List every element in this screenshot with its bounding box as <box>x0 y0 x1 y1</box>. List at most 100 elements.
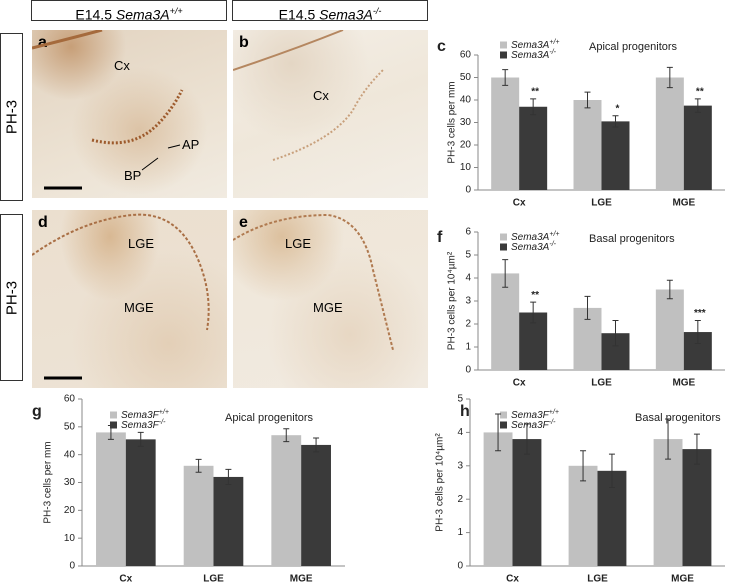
region-label: LGE <box>128 236 155 251</box>
overlay <box>32 213 210 380</box>
error-bar <box>612 320 619 347</box>
panel-label: e <box>239 214 248 231</box>
legend-label: Sema3F+/+ <box>511 409 559 421</box>
row-label-box: PH-3 <box>0 214 23 381</box>
annotation: Apical progenitors <box>225 412 314 424</box>
legend-swatch <box>500 233 507 241</box>
legend-label: Sema3F-/- <box>511 419 556 431</box>
legend-swatch <box>500 51 507 59</box>
panel-label: a <box>38 34 47 51</box>
error-bar <box>612 115 619 128</box>
legend-label: Sema3F-/- <box>121 419 166 431</box>
bar <box>519 106 548 190</box>
error-bar <box>225 468 232 485</box>
y-tick-label: 0 <box>465 185 471 196</box>
x-tick-label: LGE <box>591 198 612 209</box>
y-axis-label: PH-3 cells per 10⁴µm² <box>447 251 458 350</box>
significance: ** <box>531 290 539 301</box>
error-bar <box>694 320 701 345</box>
x-tick-label: MGE <box>671 574 694 585</box>
error-bar <box>694 98 701 113</box>
bar <box>483 432 513 566</box>
y-tick-label: 2 <box>457 494 463 505</box>
panel-label: b <box>239 34 249 51</box>
legend-swatch <box>500 411 507 419</box>
error-bar <box>584 295 591 320</box>
panel-label: d <box>38 214 48 231</box>
bar <box>512 439 542 566</box>
region-label: LGE <box>285 236 312 251</box>
bar <box>655 289 684 370</box>
bar <box>573 100 602 190</box>
y-tick-label: 20 <box>64 505 76 516</box>
significance: * <box>616 103 620 114</box>
micrograph: d LGE MGE <box>32 210 227 388</box>
legend-swatch <box>500 421 507 429</box>
region-label: BP <box>124 168 142 183</box>
bar <box>271 435 302 566</box>
error-bar <box>530 301 537 324</box>
region-label: MGE <box>124 300 154 315</box>
y-tick-label: 1 <box>465 342 471 353</box>
legend-label: Sema3A-/- <box>511 241 557 253</box>
column-header: E14.5 Sema3A+/+ <box>31 0 227 23</box>
y-tick-label: 60 <box>460 50 472 61</box>
error-bar <box>584 91 591 109</box>
y-tick-label: 5 <box>457 394 463 405</box>
bar <box>653 439 683 566</box>
error-bar <box>666 66 673 89</box>
y-axis-label: PH-3 cells per 10⁴µm² <box>435 433 446 532</box>
panel-label: f <box>437 229 443 246</box>
significance: ** <box>531 87 539 98</box>
panel-label: c <box>437 38 446 55</box>
bar <box>125 439 156 566</box>
significance: ** <box>696 87 704 98</box>
y-axis-label: PH-3 cells per mm <box>447 81 458 163</box>
overlay <box>233 213 394 351</box>
bar <box>568 465 598 566</box>
micrograph: b Cx <box>233 30 428 198</box>
legend-label: Sema3F+/+ <box>121 409 169 421</box>
x-tick-label: Cx <box>506 574 519 585</box>
bar <box>213 476 244 566</box>
panel-label: h <box>460 403 470 420</box>
error-bar <box>137 431 144 447</box>
bar <box>601 121 630 190</box>
y-tick-label: 0 <box>69 561 75 572</box>
region-label: Cx <box>313 88 329 103</box>
column-header: E14.5 Sema3A-/- <box>232 0 428 23</box>
error-bar <box>580 450 587 482</box>
row-label-box: PH-3 <box>0 33 23 201</box>
y-tick-label: 50 <box>64 421 76 432</box>
x-tick-label: MGE <box>672 378 695 389</box>
y-tick-label: 30 <box>64 477 76 488</box>
y-tick-label: 4 <box>457 427 463 438</box>
error-bar <box>495 413 502 452</box>
annotation: Apical progenitors <box>589 41 678 53</box>
region-label: AP <box>182 137 200 152</box>
bar <box>301 444 331 566</box>
y-tick-label: 1 <box>457 527 463 538</box>
panel-label: g <box>32 403 42 420</box>
error-bar <box>608 453 615 489</box>
annotation: Basal progenitors <box>589 233 675 245</box>
bar <box>655 77 684 190</box>
micrograph: e LGE MGE <box>233 210 428 388</box>
x-tick-label: Cx <box>513 198 526 209</box>
error-bar <box>530 98 537 116</box>
y-tick-label: 30 <box>460 117 472 128</box>
error-bar <box>313 437 320 453</box>
bar <box>682 449 712 566</box>
y-tick-label: 20 <box>460 140 472 151</box>
y-tick-label: 4 <box>465 273 471 284</box>
annotation: Basal progenitors <box>635 412 721 424</box>
y-tick-label: 10 <box>460 162 472 173</box>
overlay <box>233 30 384 161</box>
overlay <box>32 30 184 190</box>
x-tick-label: MGE <box>290 574 313 585</box>
micrograph: a Cx AP BP <box>32 30 227 198</box>
error-bar <box>195 458 202 473</box>
y-tick-label: 50 <box>460 72 472 83</box>
